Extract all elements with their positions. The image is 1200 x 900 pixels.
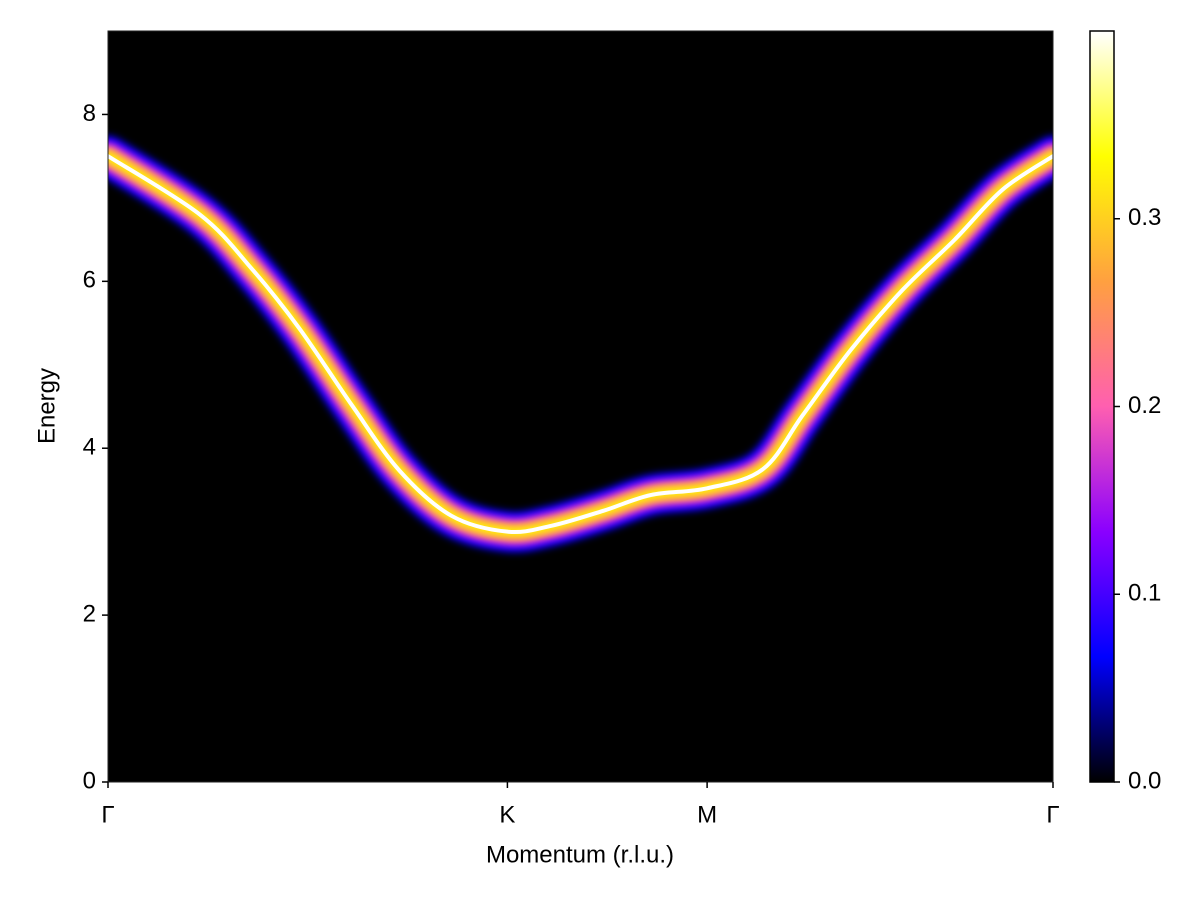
y-tick-label: 4 <box>83 434 96 461</box>
y-tick-label: 2 <box>83 600 96 627</box>
colorbar-tick-label: 0.0 <box>1128 767 1161 794</box>
y-tick-label: 0 <box>83 767 96 794</box>
x-tick-label: Γ <box>101 801 114 828</box>
colorbar-tick-label: 0.1 <box>1128 580 1161 607</box>
x-tick-label: M <box>697 801 717 828</box>
colorbar-tick-label: 0.2 <box>1128 392 1161 419</box>
y-tick-label: 6 <box>83 267 96 294</box>
axes-frame <box>107 30 1054 783</box>
x-tick-label: K <box>499 801 515 828</box>
band-core <box>108 154 1053 535</box>
x-tick-label: Γ <box>1046 801 1059 828</box>
plot-background <box>108 31 1053 782</box>
plot-area <box>108 136 1053 553</box>
x-axis-label: Momentum (r.l.u.) <box>486 841 674 868</box>
y-tick-label: 8 <box>83 100 96 127</box>
y-axis-label: Energy <box>33 368 60 444</box>
colorbar-tick-label: 0.3 <box>1128 204 1161 231</box>
colorbar <box>1089 30 1115 783</box>
